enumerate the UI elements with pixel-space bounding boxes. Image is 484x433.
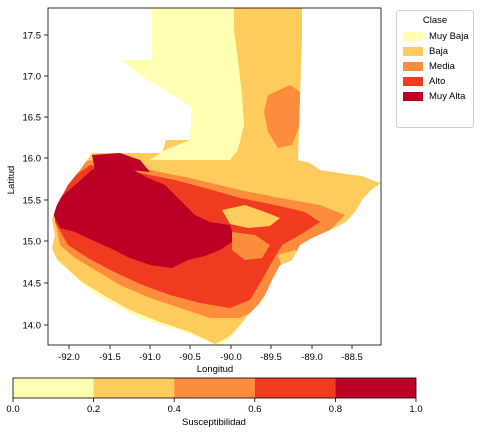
region-baja-north-patch: [236, 35, 270, 75]
legend-swatch: [403, 62, 423, 71]
x-axis-label: Longitud: [197, 364, 233, 375]
y-tick-label: 14.0: [23, 321, 42, 332]
colorbar-segment-2: [174, 378, 255, 398]
legend-item-alto: Alto: [403, 74, 473, 89]
region-muy-baja-north: [115, 8, 244, 160]
colorbar-tick-label: 0.6: [248, 404, 261, 415]
y-tick-label: 16.0: [23, 154, 42, 165]
colorbar: 0.0 0.2 0.4 0.6 0.8 1.0 Susceptibilidad: [6, 377, 423, 428]
map-axes-frame: [47, 7, 382, 346]
y-tick-label: 17.5: [23, 31, 42, 42]
colorbar-segment-3: [254, 378, 336, 398]
y-tick-label: 16.5: [23, 113, 42, 124]
x-tick-label: -88.5: [341, 352, 363, 363]
x-tick-label: -92.0: [58, 352, 80, 363]
colorbar-tick-label: 0.8: [329, 404, 342, 415]
y-tick-label: 14.5: [23, 279, 42, 290]
colorbar-tick-label: 0.2: [87, 404, 100, 415]
legend-swatch: [403, 47, 423, 56]
x-tick-label: -91.5: [99, 352, 121, 363]
colorbar-tick-label: 0.4: [168, 404, 181, 415]
legend-item-muy-alta: Muy Alta: [403, 89, 473, 104]
legend-label: Muy Baja: [429, 31, 469, 42]
legend-swatch: [403, 92, 423, 101]
region-media-patch-center: [232, 232, 270, 260]
legend-label: Baja: [429, 46, 449, 57]
region-baja-patch-center: [222, 205, 280, 228]
region-muy-alta-core: [52, 162, 235, 268]
x-axis-ticks: -92.0 -91.5 -91.0 -90.5 -90.0 -89.5 -89.…: [58, 345, 363, 363]
y-tick-label: 17.0: [23, 72, 42, 83]
x-tick-label: -89.0: [301, 352, 323, 363]
legend-item-muy-baja: Muy Baja: [403, 29, 473, 44]
susceptibility-map: [52, 8, 381, 346]
legend-swatch: [403, 32, 423, 41]
x-tick-label: -90.5: [179, 352, 201, 363]
map-legend: Clase Muy Baja Baja Media Alto Muy Alta: [396, 10, 474, 128]
legend-item-media: Media: [403, 59, 473, 74]
y-tick-label: 15.5: [23, 196, 42, 207]
y-tick-label: 15.0: [23, 237, 42, 248]
colorbar-segment-1: [93, 378, 175, 398]
colorbar-tick-label: 1.0: [409, 404, 422, 415]
region-media-east: [264, 85, 300, 148]
x-tick-label: -91.0: [139, 352, 161, 363]
legend-label: Media: [429, 61, 455, 72]
y-axis-label: Latitud: [6, 166, 17, 195]
region-muy-alta-north: [92, 153, 150, 172]
colorbar-tick-label: 0.0: [6, 404, 19, 415]
legend-label: Alto: [429, 76, 446, 87]
colorbar-frame: [12, 377, 417, 399]
colorbar-segment-0: [13, 378, 94, 398]
x-tick-label: -90.0: [220, 352, 242, 363]
y-axis-ticks: 17.5 17.0 16.5 16.0 15.5 15.0 14.5 14.0: [23, 31, 48, 332]
colorbar-label: Susceptibilidad: [182, 417, 246, 428]
x-tick-label: -89.5: [260, 352, 282, 363]
legend-title: Clase: [422, 15, 448, 26]
colorbar-segment-4: [335, 378, 416, 398]
legend-item-baja: Baja: [403, 44, 473, 59]
legend-swatch: [403, 77, 423, 86]
legend-label: Muy Alta: [429, 91, 466, 102]
